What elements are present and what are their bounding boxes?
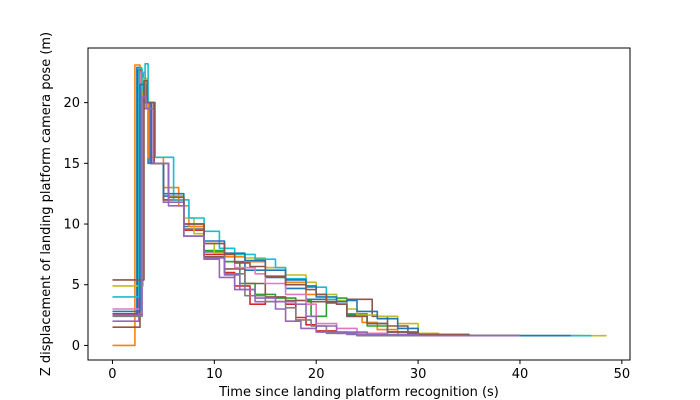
y-axis-title: Z displacement of landing platform camer… (39, 32, 54, 376)
axes-layer: 0 10 20 30 40 50 0 5 10 15 20 (63, 96, 630, 382)
plot-frame (87, 47, 631, 361)
series-layer (112, 63, 607, 347)
y-tick-label: 15 (63, 157, 80, 172)
series-line-11 (112, 83, 571, 337)
y-tick-label: 0 (72, 339, 80, 354)
y-tick-label: 10 (63, 218, 80, 233)
x-tick-label: 0 (108, 367, 116, 382)
y-tick-label: 5 (72, 278, 80, 293)
x-tick-label: 30 (410, 367, 427, 382)
x-tick-label: 20 (308, 367, 325, 382)
x-axis-title: Time since landing platform recognition … (218, 385, 499, 400)
series-line-13 (112, 95, 520, 337)
x-tick-label: 10 (206, 367, 223, 382)
x-tick-label: 40 (512, 367, 529, 382)
x-tick-label: 50 (614, 367, 631, 382)
y-tick-label: 20 (63, 96, 80, 111)
